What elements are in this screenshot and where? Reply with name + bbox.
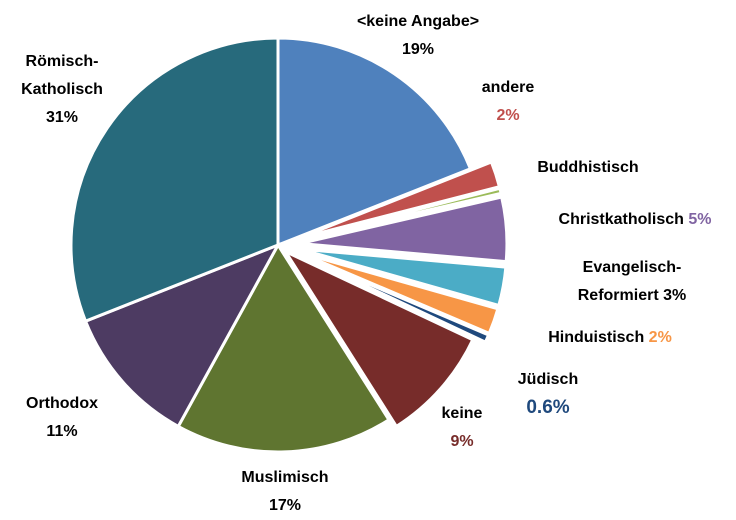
category-label: Evangelisch-Reformiert [577,259,682,304]
slice [299,195,509,264]
value-label: 19% [401,41,435,58]
slice-label: Jüdisch 0.6% [498,366,598,422]
slice [298,160,502,240]
category-label: keine [441,405,483,422]
slice-label: andere 2% [448,74,568,130]
value-label: 31% [45,109,79,126]
slice [297,252,491,345]
slice [299,247,508,308]
slice [299,186,503,242]
slice [69,36,280,324]
slice-label: Muslimisch 17% [215,464,355,520]
slice-label: Hinduistisch 2% [510,324,710,352]
slice-label: Evangelisch-Reformiert 3% [557,254,707,310]
category-label: Christkatholisch [558,211,684,228]
value-label: 9% [450,433,474,450]
category-label: Muslimisch [241,469,329,486]
category-label: <keine Angabe> [356,13,480,30]
category-label: andere [481,79,535,96]
slice-label: Christkatholisch 5% [525,206,736,234]
slice [276,36,473,248]
category-label: Jüdisch [517,371,579,388]
value-label: 5% [688,211,712,228]
category-label: Buddhistisch [537,159,639,176]
slice [83,242,282,429]
slice [176,242,391,454]
slice [281,248,475,429]
category-label: Römisch-Katholisch [21,53,103,98]
value-label: 2% [648,329,672,346]
slice-label: Buddhistisch [513,154,663,182]
value-label: 3% [663,287,687,304]
slice-label: <keine Angabe> 19% [318,8,518,64]
value-label: 17% [268,497,302,514]
slice [298,250,500,336]
slice-label: Römisch-Katholisch 31% [12,48,112,132]
slice-label: Orthodox 11% [7,390,117,446]
value-label: 11% [46,423,78,440]
category-label: Orthodox [26,395,98,412]
slice-label: keine 9% [422,400,502,456]
value-label: 0.6% [526,397,570,418]
value-label: 2% [496,107,520,124]
category-label: Hinduistisch [548,329,645,346]
